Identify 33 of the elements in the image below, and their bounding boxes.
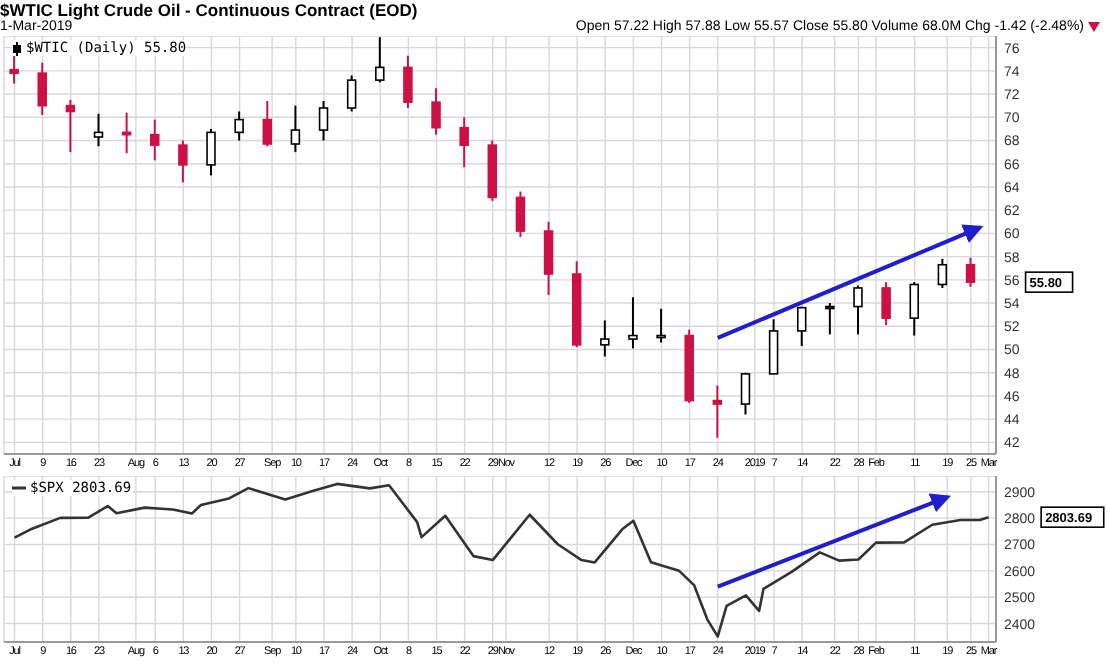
candlestick (234, 110, 244, 142)
candlestick (825, 302, 835, 336)
candlestick (9, 54, 19, 85)
candlestick (515, 190, 526, 238)
candlestick (768, 318, 779, 375)
candlestick (881, 281, 891, 327)
candlestick (262, 100, 273, 148)
candlestick (656, 307, 666, 344)
candlestick (543, 220, 554, 296)
candlestick (853, 284, 863, 336)
candlestick (178, 139, 188, 184)
candlestick (965, 256, 976, 288)
candlestick (375, 36, 385, 84)
candlestick (459, 116, 469, 169)
candlestick (712, 384, 723, 439)
candlestick (346, 74, 357, 113)
candlestick (65, 98, 76, 154)
candlestick (290, 104, 301, 154)
candlestick (909, 281, 920, 337)
candlestick (93, 112, 104, 148)
candlestick (403, 54, 413, 109)
candlestick (600, 319, 610, 358)
candlestick (740, 371, 751, 416)
candlestick (150, 118, 160, 162)
candlestick (206, 127, 216, 177)
candlestick (937, 257, 948, 289)
candlestick (37, 61, 47, 116)
candlestick (796, 305, 807, 348)
candlestick (318, 100, 329, 142)
candlestick (628, 296, 638, 350)
chart-title: $WTIC Light Crude Oil - Continuous Contract (EOD) (0, 0, 418, 20)
candlestick (431, 87, 441, 136)
line-series (13, 482, 990, 638)
